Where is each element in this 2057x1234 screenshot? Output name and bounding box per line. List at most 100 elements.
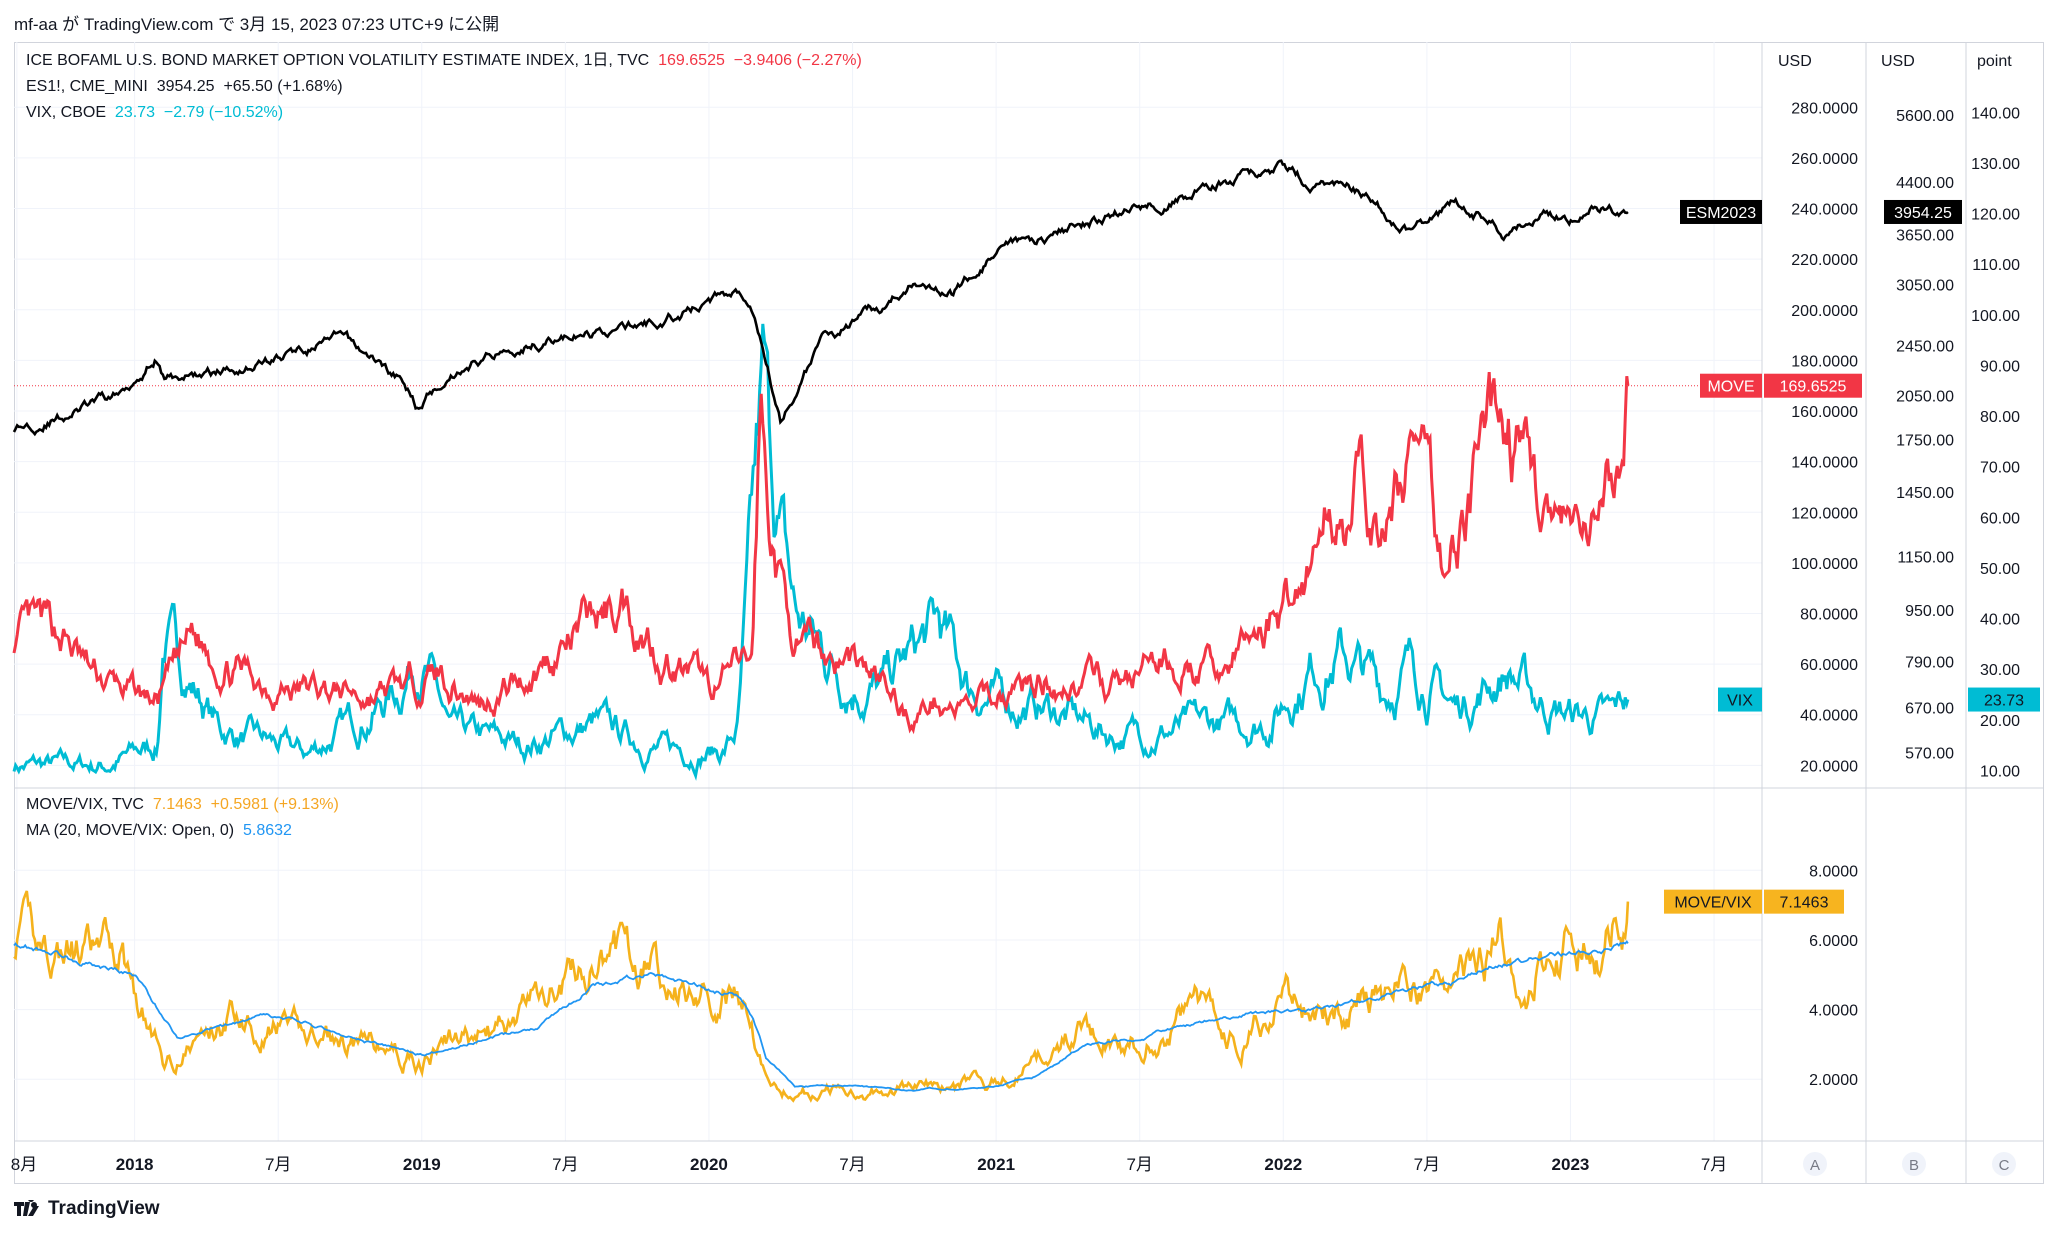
scale-b-tick-label: 570.00 <box>1905 745 1954 762</box>
legend-name: MOVE/VIX, TVC <box>26 796 144 813</box>
legend-name: VIX, CBOE <box>26 104 107 121</box>
scale-c-tick-label: 140.00 <box>1971 105 2020 122</box>
x-tick-label: 2022 <box>1264 1155 1302 1174</box>
tradingview-brand: TradingView <box>48 1198 160 1219</box>
es-series-badge: ESM2023 <box>1686 205 1756 222</box>
es-last-value-badge: 3954.25 <box>1894 205 1952 222</box>
scale-b-tick-label: 790.00 <box>1905 654 1954 671</box>
ratio-tick-label: 6.0000 <box>1809 933 1858 950</box>
scale-b-tick-label: 950.00 <box>1905 603 1954 620</box>
move-vix-ratio-line <box>13 890 1630 1103</box>
scale-a-tick-label: 80.0000 <box>1800 606 1858 623</box>
scale-a-tick-label: 200.0000 <box>1791 303 1858 320</box>
scale-c-tick-label: 40.00 <box>1980 612 2020 629</box>
vix-last-value-badge: 23.73 <box>1984 693 2024 710</box>
grid-lines <box>14 42 1762 1141</box>
legend-change: +65.50 (+1.68%) <box>223 78 343 95</box>
x-tick-label: 7月 <box>1414 1155 1440 1174</box>
ratio-series-badge: MOVE/VIX <box>1674 895 1752 912</box>
scale-c-tick-label: 110.00 <box>1972 257 2020 274</box>
scale-a-tick-label: 40.0000 <box>1800 708 1858 725</box>
main-pane-series <box>12 159 1700 781</box>
legend-top: ICE BOFAML U.S. BOND MARKET OPTION VOLAT… <box>26 48 862 126</box>
move-series-badge: MOVE <box>1707 379 1754 396</box>
scale-b-unit: USD <box>1881 53 1915 70</box>
scale-a-unit: USD <box>1778 53 1812 70</box>
scale-c-tick-label: 120.00 <box>1971 207 2020 224</box>
last-value-badges: ESM2023 3954.25 MOVE 169.6525 VIX 23.73 MOVE/V… <box>1664 199 2040 914</box>
es-last-value-badge-bg <box>1884 199 1962 224</box>
x-tick-label: 7月 <box>1701 1155 1727 1174</box>
legend-row-ma[interactable]: MA (20, MOVE/VIX: Open, 0) 5.8632 <box>26 818 339 844</box>
move-series-badge-bg <box>1700 373 1762 398</box>
scale-a-tick-label: 220.0000 <box>1791 252 1858 269</box>
legend-value: 23.73 <box>114 104 155 121</box>
scale-b-tick-label: 670.00 <box>1905 700 1954 717</box>
tradingview-footer[interactable]: TradingView <box>14 1196 160 1220</box>
scale-a-tick-label: 140.0000 <box>1791 455 1858 472</box>
scale-c-tick-label: 90.00 <box>1980 358 2020 375</box>
vix-last-value-badge-bg <box>1968 687 2040 712</box>
legend-change: −2.79 (−10.52%) <box>163 104 284 121</box>
x-tick-label: 7月 <box>265 1155 291 1174</box>
vix-series-badge-bg <box>1718 687 1762 712</box>
ratio-series-badge-bg <box>1664 889 1762 914</box>
scale-a-tick-label: 280.0000 <box>1791 100 1858 117</box>
x-tick-label: 2018 <box>116 1155 154 1174</box>
x-tick-label: 8月 <box>11 1155 37 1174</box>
scale-a-tick-label: 100.0000 <box>1791 556 1858 573</box>
scale-b-tick-label: 1150.00 <box>1897 550 1954 567</box>
scale-c-tick-label: 30.00 <box>1980 662 2020 679</box>
vix-series-line <box>12 323 1630 781</box>
es-series-badge-bg <box>1680 199 1762 224</box>
scale-b-tick-label: 1750.00 <box>1896 432 1954 449</box>
legend-value: 5.8632 <box>242 822 292 839</box>
legend-row-es[interactable]: ES1!, CME_MINI 3954.25 +65.50 (+1.68%) <box>26 74 862 100</box>
scale-c-tick-label: 80.00 <box>1980 409 2020 426</box>
legend-name: MA (20, MOVE/VIX: Open, 0) <box>26 822 235 839</box>
scale-mode-label: A <box>1810 1157 1820 1174</box>
scale-a-tick-label: 260.0000 <box>1791 151 1858 168</box>
ratio-tick-label: 8.0000 <box>1809 863 1858 880</box>
scale-b-tick-label: 4400.00 <box>1896 175 1954 192</box>
scale-b-tick-label: 2050.00 <box>1896 388 1954 405</box>
publish-header: mf-aa が TradingView.com で 3月 15, 2023 07… <box>14 15 500 34</box>
move-last-value-badge-bg <box>1764 373 1862 398</box>
scale-c-tick-label: 10.00 <box>1980 763 2020 780</box>
x-tick-label: 2023 <box>1552 1155 1590 1174</box>
move-last-value-badge: 169.6525 <box>1780 379 1847 396</box>
scale-a-tick-label: 20.0000 <box>1800 758 1858 775</box>
scale-mode-button <box>1803 1152 1827 1176</box>
vix-series-badge: VIX <box>1727 693 1753 710</box>
legend-name: ICE BOFAML U.S. BOND MARKET OPTION VOLAT… <box>26 52 650 69</box>
pane-dividers <box>14 42 2044 1184</box>
scale-b-tick-label: 1450.00 <box>1896 485 1954 502</box>
axis-labels: 8月 2018 7月 2019 7月 2020 7月 2021 7月 2022 7月 2023 7月 US… <box>11 53 2020 1176</box>
scale-c-tick-label: 130.00 <box>1971 156 2020 173</box>
legend-row-move[interactable]: ICE BOFAML U.S. BOND MARKET OPTION VOLAT… <box>26 48 862 74</box>
legend-name: ES1!, CME_MINI <box>26 78 148 95</box>
scale-mode-button <box>1902 1152 1926 1176</box>
legend-value: 3954.25 <box>156 78 215 95</box>
tradingview-logo-icon <box>14 1196 40 1218</box>
ratio-tick-label: 2.0000 <box>1809 1072 1858 1089</box>
legend-bottom: MOVE/VIX, TVC 7.1463 +0.5981 (+9.13%) MA… <box>26 792 339 844</box>
scale-a-tick-label: 240.0000 <box>1791 202 1858 219</box>
scale-b-tick-label: 3050.00 <box>1896 277 1954 294</box>
scale-mode-label: C <box>1999 1157 2010 1174</box>
scale-a-tick-label: 60.0000 <box>1800 657 1858 674</box>
scale-mode-button <box>1992 1152 2016 1176</box>
scale-c-tick-label: 70.00 <box>1980 460 2020 477</box>
scale-b-tick-label: 3650.00 <box>1896 227 1954 244</box>
scale-a-tick-label: 160.0000 <box>1791 404 1858 421</box>
scale-c-tick-label: 60.00 <box>1980 510 2020 527</box>
scale-a-tick-label: 120.0000 <box>1791 505 1858 522</box>
ratio-tick-label: 4.0000 <box>1809 1003 1858 1020</box>
legend-row-vix[interactable]: VIX, CBOE 23.73 −2.79 (−10.52%) <box>26 100 862 126</box>
ratio-last-value-badge: 7.1463 <box>1780 895 1829 912</box>
scale-c-tick-label: 20.00 <box>1980 713 2020 730</box>
legend-row-ratio[interactable]: MOVE/VIX, TVC 7.1463 +0.5981 (+9.13%) <box>26 792 339 818</box>
scale-mode-label: B <box>1909 1157 1919 1174</box>
scale-c-tick-label: 100.00 <box>1971 308 2020 325</box>
